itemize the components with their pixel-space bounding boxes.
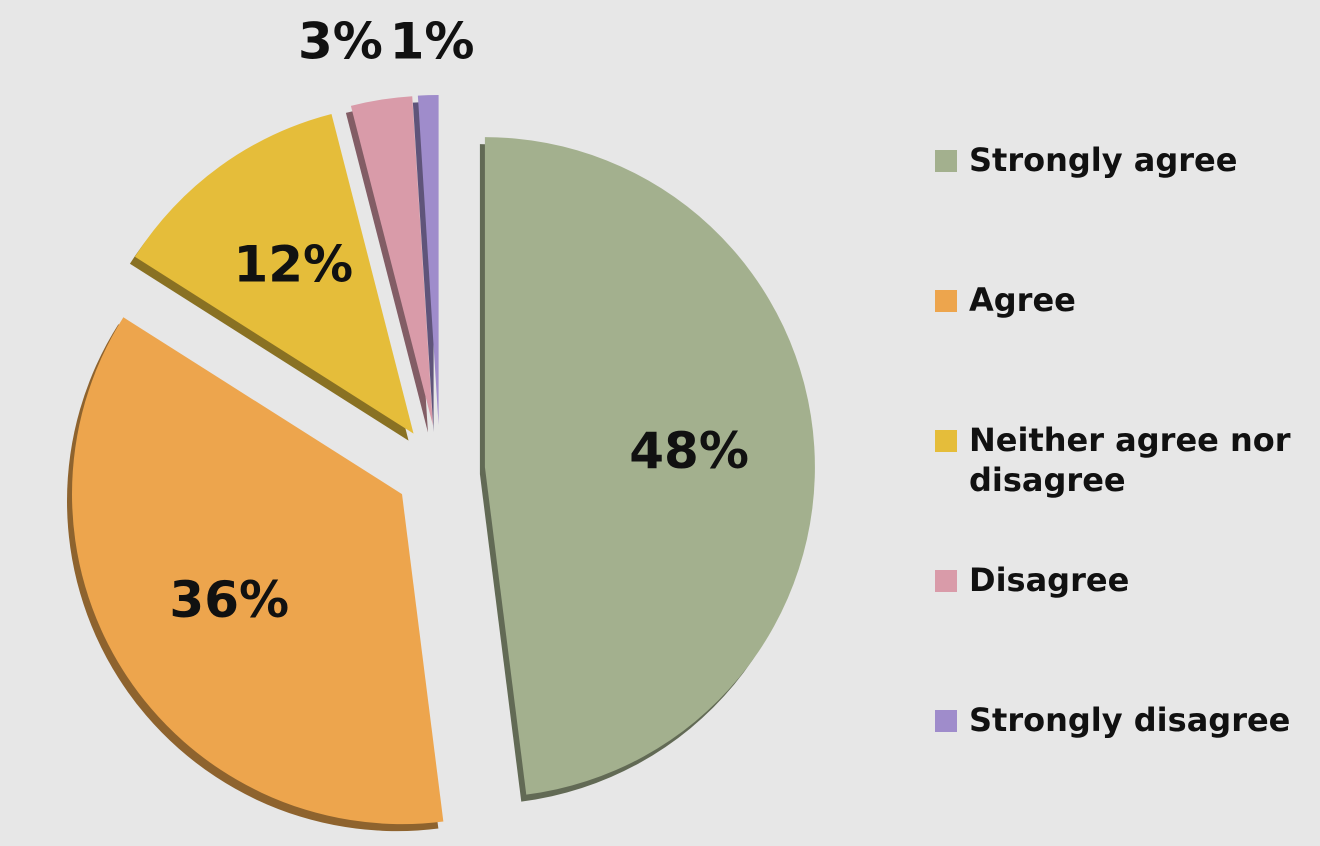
legend-item: Neither agree nor disagree [935,420,1299,500]
legend-label: Neither agree nor disagree [969,421,1291,499]
legend-swatch [935,150,957,172]
legend-item: Agree [935,280,1299,320]
slice [484,137,815,795]
slice [134,113,414,434]
legend-label: Strongly disagree [969,701,1291,739]
legend-swatch [935,430,957,452]
data-label: 3% [298,13,383,71]
legend-item: Disagree [935,560,1299,600]
data-label: 1% [390,13,475,71]
legend-swatch [935,570,957,592]
data-label: 36% [169,571,289,629]
legend-label: Disagree [969,561,1130,599]
legend-item: Strongly agree [935,140,1299,180]
legend-item: Strongly disagree [935,700,1299,740]
data-label: 12% [233,236,353,294]
chart: 48% 36% 12% 3% 1% [67,13,815,832]
legend-label: Strongly agree [969,141,1238,179]
legend-swatch [935,710,957,732]
slice [350,96,433,426]
legend-label: Agree [969,281,1076,319]
slice [417,95,439,426]
data-label: 48% [629,422,749,480]
legend-swatch [935,290,957,312]
slice [72,317,444,825]
